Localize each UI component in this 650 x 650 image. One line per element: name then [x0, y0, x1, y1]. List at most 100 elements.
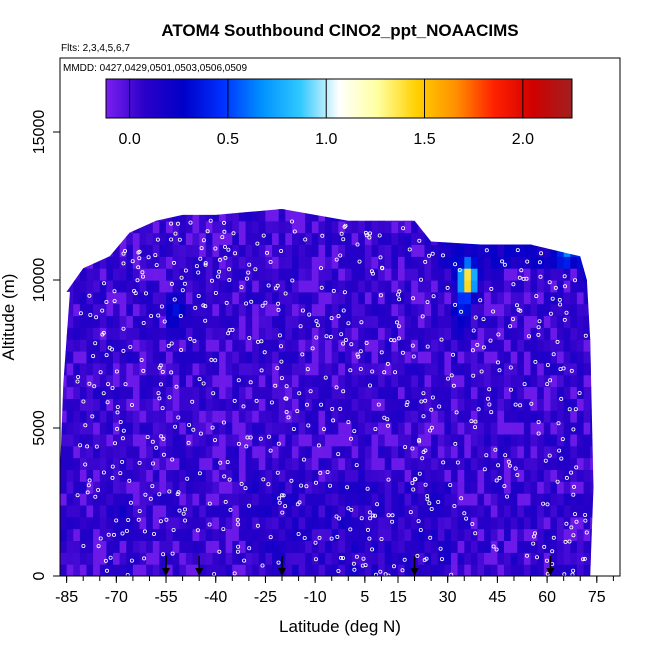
y-tick-label-1: 5000: [31, 410, 48, 446]
heatmap-cell: [543, 469, 551, 482]
heatmap-cell: [358, 386, 366, 399]
heatmap-cell: [93, 374, 101, 388]
sample-point: [519, 268, 524, 273]
heatmap-cell: [265, 327, 273, 340]
heatmap-cell: [60, 244, 68, 257]
sample-point: [255, 339, 260, 344]
heatmap-cell: [93, 505, 101, 518]
heatmap-cell: [490, 303, 498, 317]
heatmap-cell: [66, 303, 74, 317]
heatmap-cell: [364, 469, 373, 482]
heatmap-cell: [517, 552, 525, 565]
heatmap-cell: [411, 445, 419, 459]
heatmap-cell: [517, 410, 525, 423]
heatmap-cell: [358, 493, 366, 506]
sample-point: [425, 300, 430, 305]
sample-point: [157, 396, 162, 401]
heatmap-cell: [557, 232, 565, 245]
heatmap-cell: [398, 481, 406, 494]
heatmap-cell: [477, 552, 485, 565]
sample-point: [153, 253, 158, 258]
heatmap-cell: [537, 303, 545, 317]
heatmap-cell: [530, 481, 538, 494]
heatmap-cell: [464, 469, 472, 482]
heatmap-cell: [60, 445, 68, 459]
heatmap-cell: [225, 256, 233, 269]
heatmap-cell: [431, 374, 439, 388]
heatmap-cell: [192, 386, 200, 399]
heatmap-cell: [437, 209, 445, 210]
heatmap-cell: [424, 362, 432, 376]
heatmap-cell: [364, 244, 373, 257]
heatmap-cell: [358, 291, 366, 305]
heatmap-cell: [73, 220, 81, 234]
heatmap-cell: [530, 232, 538, 245]
heatmap-cell: [311, 528, 319, 541]
heatmap-cell: [431, 209, 439, 222]
heatmap-cell: [477, 232, 485, 245]
heatmap-cell: [258, 268, 266, 281]
sample-point: [386, 477, 391, 482]
heatmap-cell: [305, 516, 313, 530]
heatmap-cell: [245, 209, 253, 210]
heatmap-cell: [437, 232, 445, 245]
heatmap-cell: [576, 540, 585, 553]
heatmap-cell: [470, 445, 479, 459]
heatmap-cell: [172, 457, 180, 470]
sample-point: [93, 341, 98, 346]
heatmap-cell: [490, 220, 498, 234]
heatmap-cell: [490, 469, 498, 482]
heatmap-cell: [126, 315, 134, 328]
sample-point: [94, 444, 99, 449]
sample-point: [169, 370, 174, 375]
heatmap-cell: [60, 528, 68, 541]
heatmap-cell: [437, 303, 445, 317]
heatmap-cell: [192, 457, 200, 470]
heatmap-cell: [523, 516, 532, 530]
sample-point: [313, 540, 318, 545]
heatmap-cell: [311, 481, 319, 494]
heatmap-cell: [298, 540, 306, 553]
sample-point: [338, 555, 343, 560]
heatmap-cell: [285, 351, 293, 364]
heatmap-cell: [437, 469, 445, 482]
heatmap-cell: [517, 220, 525, 234]
heatmap-cell: [166, 280, 174, 293]
sample-point: [349, 507, 354, 512]
sample-point: [173, 424, 178, 429]
heatmap-cell: [199, 469, 207, 482]
sample-point: [375, 502, 380, 507]
heatmap-cell: [66, 469, 74, 482]
heatmap-cell: [305, 410, 313, 423]
heatmap-cell: [172, 528, 180, 541]
heatmap-cell: [245, 516, 253, 530]
heatmap-cell: [172, 291, 180, 305]
heatmap-cell: [139, 339, 147, 352]
sample-point: [386, 513, 391, 518]
sample-point: [198, 256, 203, 261]
heatmap-cell: [411, 410, 419, 423]
heatmap-cell: [391, 410, 399, 423]
heatmap-cell: [378, 457, 386, 470]
heatmap-cell: [305, 232, 313, 245]
heatmap-cell: [550, 481, 558, 494]
heatmap-cell: [159, 256, 167, 269]
sample-point: [266, 283, 271, 288]
sample-point: [221, 527, 226, 532]
heatmap-cell: [398, 339, 406, 352]
heatmap-cell: [523, 362, 532, 376]
heatmap-cell: [510, 268, 518, 281]
sample-point: [304, 484, 309, 489]
heatmap-cell: [378, 209, 386, 222]
heatmap-cell: [557, 516, 565, 530]
heatmap-cell: [245, 564, 253, 576]
sample-point: [224, 300, 229, 305]
heatmap-cell: [345, 457, 353, 470]
x-tick-label-6: 5: [360, 589, 369, 606]
sample-point: [369, 269, 374, 274]
heatmap-cell: [563, 564, 571, 576]
heatmap-cell: [451, 540, 459, 553]
sample-point: [148, 496, 153, 501]
heatmap-cell: [152, 244, 160, 257]
heatmap-cell: [424, 445, 432, 459]
